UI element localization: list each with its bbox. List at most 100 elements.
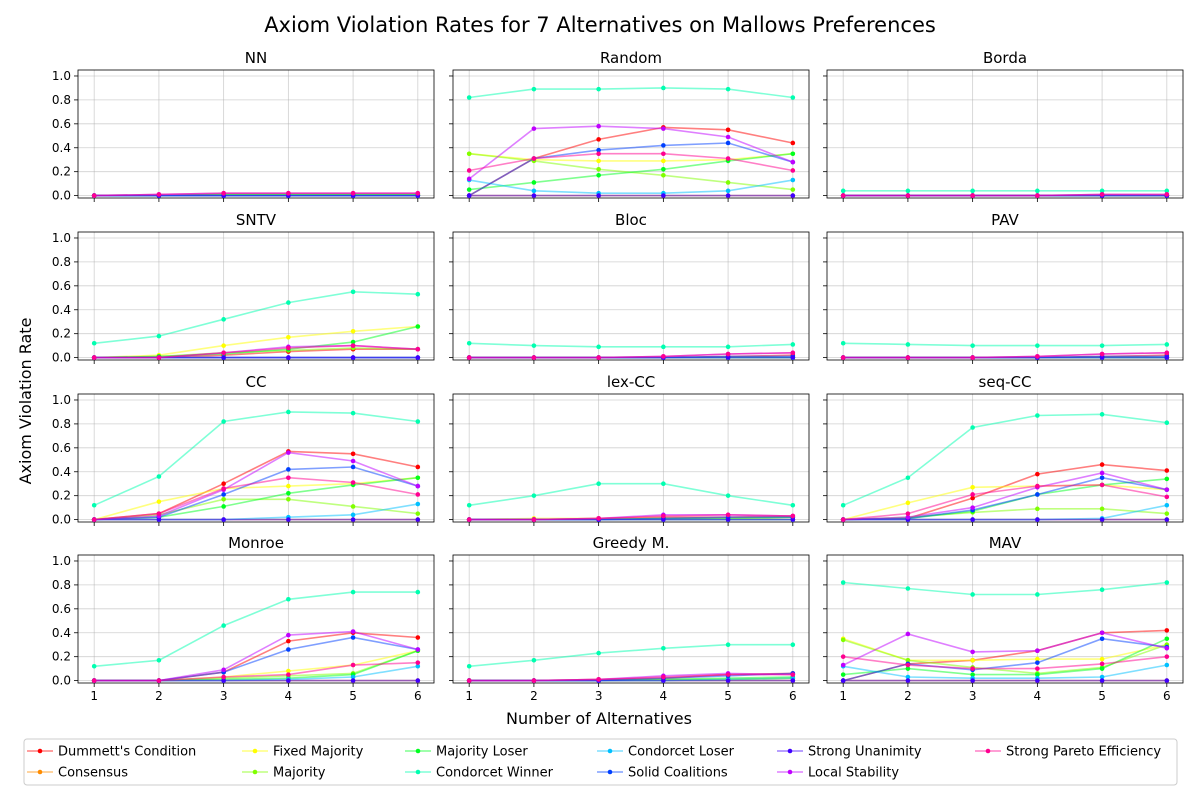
data-point — [415, 678, 421, 683]
x-tick-label: 2 — [904, 689, 912, 703]
data-point — [91, 663, 97, 669]
data-point — [970, 666, 975, 671]
data-point — [661, 172, 666, 178]
data-point — [1164, 192, 1170, 197]
data-point — [596, 147, 601, 153]
data-point — [350, 328, 356, 334]
subplot-title: Random — [600, 49, 662, 67]
data-point — [91, 517, 97, 522]
subplot-title: Bloc — [615, 211, 647, 229]
subplot-frame — [452, 554, 810, 684]
x-axis-label: Number of Alternatives — [506, 709, 692, 728]
data-point — [1099, 661, 1105, 667]
series-line — [469, 673, 793, 682]
subplot-title: SNTV — [236, 211, 277, 229]
data-point — [466, 517, 472, 522]
data-point — [1164, 350, 1170, 356]
data-point — [596, 123, 601, 129]
data-point — [840, 580, 846, 585]
data-point — [970, 485, 975, 490]
data-point — [661, 674, 666, 680]
y-axis-label: Axiom Violation Rate — [16, 318, 35, 485]
series-line — [843, 352, 1167, 359]
data-point — [790, 151, 796, 157]
data-point — [725, 517, 731, 522]
series-line — [469, 87, 793, 99]
data-point — [286, 345, 291, 351]
x-tick-label: 4 — [660, 689, 668, 703]
chart-title: Axiom Violation Rates for 7 Alternatives… — [264, 13, 936, 37]
legend-swatch-marker — [252, 748, 258, 754]
data-point — [156, 657, 162, 663]
subplot-frame — [826, 393, 1184, 523]
data-point — [1035, 660, 1040, 665]
data-point — [661, 158, 666, 164]
subplot-title: Borda — [983, 49, 1027, 67]
series-line — [843, 637, 1168, 676]
series-line — [94, 591, 418, 668]
data-point — [1099, 587, 1105, 592]
y-tick-label: 0.2 — [52, 165, 71, 179]
data-point — [350, 343, 356, 348]
legend-swatch-marker — [985, 748, 991, 754]
data-point — [350, 517, 356, 522]
legend-item: Strong Unanimity — [777, 745, 922, 760]
data-point — [1099, 192, 1105, 197]
data-point — [531, 193, 537, 198]
data-point — [596, 172, 601, 178]
data-point — [415, 464, 421, 470]
series-line — [94, 476, 418, 521]
data-point — [725, 344, 731, 350]
subplot-title: MAV — [989, 534, 1022, 552]
y-tick-label: 0.8 — [52, 417, 71, 431]
data-point — [286, 517, 291, 522]
data-point — [905, 342, 911, 347]
data-point — [221, 496, 226, 502]
series-line — [469, 643, 793, 668]
series-line — [94, 466, 419, 521]
data-point — [350, 662, 356, 668]
series-line — [469, 342, 793, 348]
x-tick-label: 1 — [465, 689, 473, 703]
series-line — [469, 352, 793, 359]
data-point — [1164, 487, 1170, 493]
data-point — [596, 193, 601, 198]
series-line — [93, 411, 418, 507]
data-point — [970, 505, 975, 510]
subplot-frame — [77, 231, 435, 361]
data-point — [415, 660, 421, 665]
data-point — [415, 635, 421, 640]
y-tick-label: 0.6 — [52, 602, 71, 616]
data-point — [531, 156, 537, 161]
series-line — [843, 581, 1167, 596]
data-point — [596, 481, 601, 487]
legend-swatch-marker — [787, 748, 793, 754]
data-point — [156, 355, 162, 360]
series-line — [469, 152, 793, 172]
subplot-title: PAV — [991, 211, 1019, 229]
data-point — [221, 317, 226, 322]
data-point — [1164, 662, 1170, 668]
data-point — [840, 502, 846, 508]
x-tick-label: 2 — [155, 689, 163, 703]
data-point — [1035, 656, 1040, 662]
data-point — [350, 451, 356, 457]
data-point — [1099, 475, 1105, 481]
data-point — [415, 346, 421, 352]
data-point — [415, 324, 421, 329]
data-point — [415, 492, 421, 497]
series-line — [93, 476, 418, 521]
data-point — [790, 187, 796, 192]
data-point — [790, 168, 796, 173]
data-point — [1164, 580, 1170, 585]
series-line — [843, 484, 1167, 521]
y-tick-label: 0.0 — [52, 513, 71, 527]
subplot: Random — [449, 49, 810, 202]
x-tick-label: 3 — [595, 689, 603, 703]
y-tick-label: 0.8 — [52, 255, 71, 269]
legend-label: Strong Pareto Efficiency — [1006, 745, 1161, 760]
data-point — [1099, 630, 1105, 636]
data-point — [156, 511, 162, 516]
data-point — [1035, 492, 1040, 497]
legend-swatch-marker — [607, 748, 613, 754]
